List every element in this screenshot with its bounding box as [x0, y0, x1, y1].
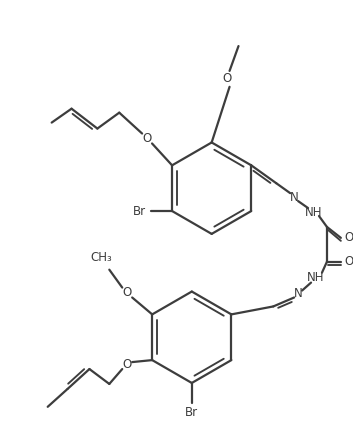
Text: Br: Br — [133, 204, 146, 217]
Text: NH: NH — [307, 271, 325, 284]
Text: O: O — [222, 72, 231, 85]
Text: O: O — [143, 132, 152, 145]
Text: N: N — [294, 287, 303, 300]
Text: O: O — [344, 231, 353, 244]
Text: Br: Br — [185, 406, 198, 419]
Text: N: N — [290, 191, 299, 204]
Text: NH: NH — [305, 206, 323, 219]
Text: O: O — [122, 358, 132, 371]
Text: O: O — [122, 286, 132, 299]
Text: O: O — [344, 255, 353, 268]
Text: CH₃: CH₃ — [90, 251, 112, 264]
